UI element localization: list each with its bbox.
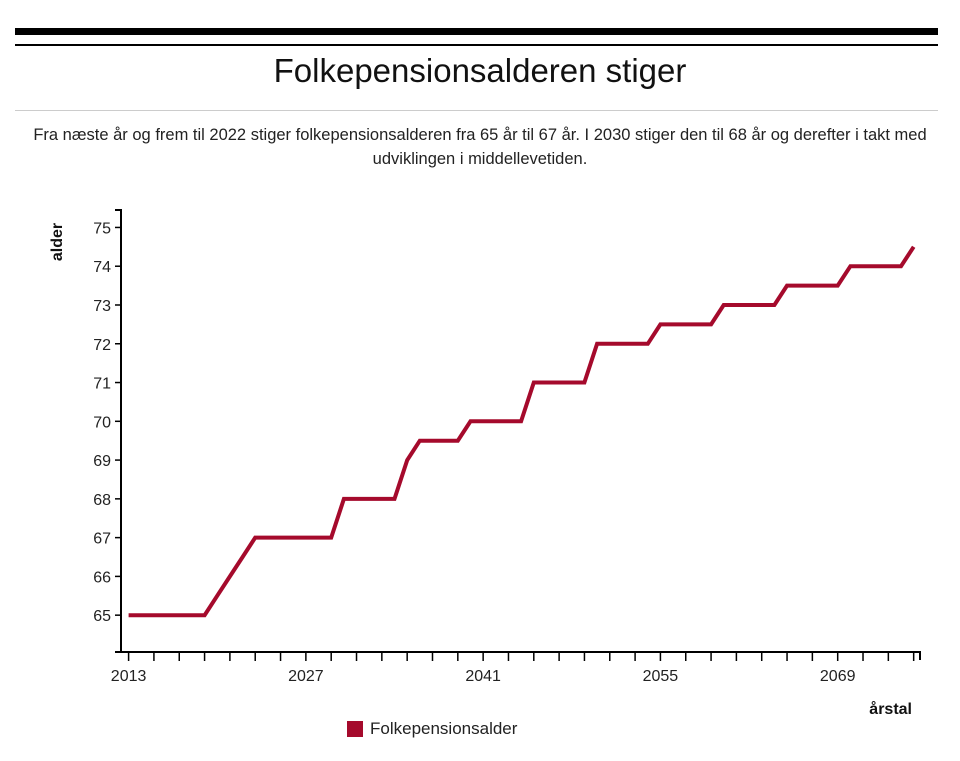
y-tick-label: 70 (93, 414, 111, 431)
x-axis-line (121, 651, 921, 660)
y-tick-label: 73 (93, 298, 111, 315)
legend-label: Folkepensionsalder (370, 719, 518, 738)
y-tick-label: 67 (93, 531, 111, 548)
legend-swatch (347, 721, 363, 737)
y-tick: 75 (93, 220, 121, 237)
y-tick: 69 (93, 453, 121, 470)
x-axis: 2013 2027 2041 2055 2069 (111, 651, 921, 685)
x-tick-label: 2013 (111, 668, 147, 685)
x-tick-label-group: 2041 (465, 668, 501, 685)
x-tick-label-group: 2013 (111, 668, 147, 685)
x-tick-label-group: 2055 (643, 668, 679, 685)
x-tick-label: 2055 (643, 668, 679, 685)
x-tick-label: 2027 (288, 668, 324, 685)
y-tick: 74 (93, 259, 121, 276)
x-tick-label: 2069 (820, 668, 856, 685)
y-axis-line (115, 209, 122, 653)
x-tick-label: 2041 (465, 668, 501, 685)
y-tick: 73 (93, 298, 121, 315)
y-tick: 70 (93, 414, 121, 431)
y-tick: 68 (93, 492, 121, 509)
x-axis-label: årstal (869, 700, 912, 718)
y-tick-label: 68 (93, 492, 111, 509)
y-tick-label: 71 (93, 376, 111, 393)
header-bar-thick (15, 28, 938, 35)
x-tick-label-group: 2027 (288, 668, 324, 685)
series-line-folkepensionsalder (128, 245, 916, 618)
title-divider (15, 110, 938, 111)
y-tick-label: 66 (93, 569, 111, 586)
y-tick-label: 72 (93, 337, 111, 354)
y-tick-label: 69 (93, 453, 111, 470)
chart-title: Folkepensionsalderen stiger (273, 52, 687, 89)
y-tick-label: 75 (93, 220, 111, 237)
y-tick: 66 (93, 569, 121, 586)
y-tick-label: 65 (93, 608, 111, 625)
legend: Folkepensionsalder (347, 719, 517, 739)
y-axis: 65 66 67 68 69 70 71 72 73 74 75 (93, 209, 122, 653)
y-tick: 65 (93, 608, 121, 625)
y-tick: 67 (93, 531, 121, 548)
chart-subtitle: Fra næste år og frem til 2022 stiger fol… (33, 126, 927, 168)
y-axis-label: alder (49, 223, 66, 261)
x-tick-label-group: 2069 (820, 668, 856, 685)
y-tick-label: 74 (93, 259, 111, 276)
y-tick: 71 (93, 376, 121, 393)
header-bar-thin (15, 44, 938, 46)
y-tick: 72 (93, 337, 121, 354)
